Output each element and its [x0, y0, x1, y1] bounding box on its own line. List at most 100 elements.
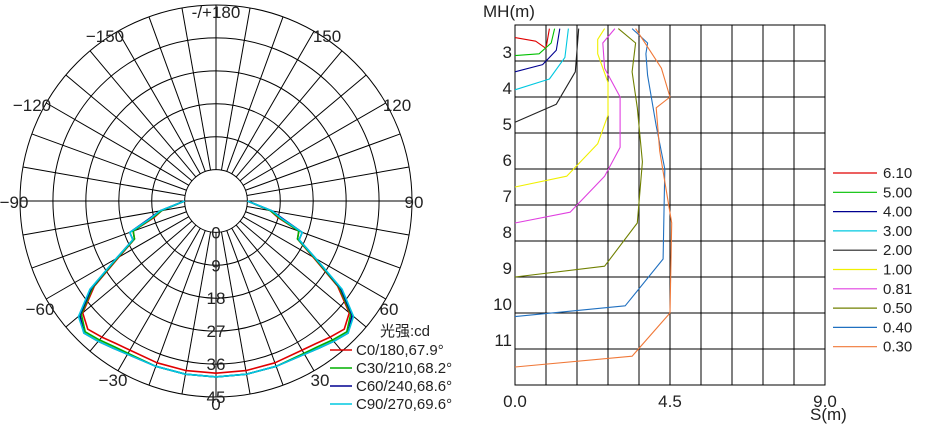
y-tick-label: 4 — [503, 79, 512, 98]
polar-legend-title: 光强:cd — [380, 323, 430, 340]
polar-angle-label: −120 — [13, 96, 51, 115]
polar-spoke — [220, 231, 251, 395]
isolux-curve — [514, 28, 569, 91]
polar-series-curve — [77, 200, 355, 378]
polar-spoke — [181, 7, 212, 171]
polar-spoke — [31, 211, 187, 269]
isolux-legend: 6.10 5.00 4.00 3.00 2.00 1.00 0.81 0.50 0.40 0.30 — [833, 165, 912, 356]
isolux-curve — [514, 28, 550, 49]
polar-spoke — [65, 74, 193, 182]
isolux-legend-label: 1.00 — [883, 262, 912, 279]
isolux-curve — [514, 28, 580, 123]
isolux-curve — [514, 28, 666, 318]
polar-angle-label: 0 — [211, 395, 220, 414]
isolux-series-group — [514, 28, 673, 368]
polar-light-distribution-chart: -/+180 −150 150 −120 120 −90 90 −60 60 −30 30 0 0 9 1… — [0, 3, 452, 414]
polar-spoke — [226, 230, 284, 386]
isolux-legend-label: 0.81 — [883, 281, 912, 298]
polar-spoke — [89, 224, 197, 352]
polar-spoke — [22, 166, 186, 197]
polar-angle-label: −90 — [0, 193, 28, 212]
polar-radial-label: 27 — [207, 322, 226, 341]
polar-spoke — [22, 205, 186, 236]
polar-angle-label: 90 — [405, 193, 424, 212]
isolux-legend-label: 3.00 — [883, 223, 912, 240]
polar-angle-label: 60 — [380, 300, 399, 319]
polar-spoke — [46, 102, 190, 186]
polar-radial-label: 9 — [211, 256, 220, 275]
isolux-legend-label: 6.10 — [883, 165, 912, 182]
polar-spoke — [245, 211, 401, 269]
polar-spoke — [65, 220, 193, 328]
polar-spoke — [31, 133, 187, 191]
polar-grid — [19, 4, 413, 398]
polar-spoke — [231, 227, 315, 371]
y-tick-label: 7 — [503, 187, 512, 206]
isolux-curve — [514, 28, 556, 57]
polar-angle-label: −30 — [99, 371, 128, 390]
y-tick-label: 8 — [503, 223, 512, 242]
isolux-tick-labels: 3 4 5 6 7 8 9 10 11 0.0 4.5 9.0 — [493, 43, 837, 411]
polar-radial-labels: 0 9 18 27 36 45 — [207, 223, 226, 407]
polar-spoke — [148, 16, 206, 172]
isolux-curve — [514, 28, 643, 278]
y-tick-label: 5 — [503, 115, 512, 134]
isolux-legend-label: 4.00 — [883, 204, 912, 221]
polar-spoke — [242, 102, 386, 186]
polar-spoke — [245, 133, 401, 191]
isolux-grid — [514, 24, 826, 386]
polar-spoke — [235, 224, 343, 352]
isolux-curve — [514, 28, 609, 188]
polar-spoke — [226, 16, 284, 172]
isolux-legend-label: 0.30 — [883, 339, 912, 356]
polar-angle-label: 150 — [313, 27, 341, 46]
polar-spoke — [220, 7, 251, 171]
polar-spoke — [239, 74, 367, 182]
y-axis-label: MH(m) — [483, 2, 535, 21]
isolux-legend-label: 2.00 — [883, 242, 912, 259]
polar-legend: 光强:cd C0/180,67.9°C30/210,68.2°C60/240,6… — [330, 323, 452, 413]
isolux-legend-label: 0.40 — [883, 319, 912, 336]
polar-legend-label: C60/240,68.6° — [356, 378, 452, 395]
polar-spoke — [235, 50, 343, 178]
polar-legend-label: C30/210,68.2° — [356, 360, 452, 377]
isolux-legend-label: 5.00 — [883, 184, 912, 201]
polar-spoke — [181, 231, 212, 395]
polar-spoke — [148, 230, 206, 386]
polar-angle-label: −150 — [86, 27, 124, 46]
isolux-curve — [514, 28, 621, 224]
y-tick-label: 9 — [503, 259, 512, 278]
isolux-legend-label: 0.50 — [883, 300, 912, 317]
polar-spoke — [239, 220, 367, 328]
polar-series-group — [77, 200, 355, 378]
polar-spoke — [246, 205, 410, 236]
x-tick-label: 0.0 — [503, 392, 527, 411]
polar-radial-label: 18 — [207, 289, 226, 308]
polar-radial-label: 0 — [211, 223, 220, 242]
x-axis-label: S(m) — [810, 405, 847, 424]
polar-spoke — [117, 227, 201, 371]
polar-spoke — [117, 31, 201, 175]
polar-angle-labels: -/+180−150 150−120 120−90 90−60 60−30 300 — [0, 3, 423, 414]
isolux-curve — [514, 28, 561, 73]
polar-spoke — [246, 166, 410, 197]
polar-radial-label: 45 — [207, 388, 226, 407]
y-tick-label: 10 — [493, 295, 512, 314]
polar-angle-label: 120 — [383, 96, 411, 115]
polar-radial-label: 36 — [207, 355, 226, 374]
y-tick-label: 3 — [503, 43, 512, 62]
y-tick-label: 6 — [503, 151, 512, 170]
polar-legend-label: C90/270,69.6° — [356, 396, 452, 413]
x-tick-label: 9.0 — [813, 392, 837, 411]
polar-angle-label: -/+180 — [192, 3, 241, 22]
isolux-curve — [514, 28, 673, 368]
polar-angle-label: 30 — [311, 371, 330, 390]
polar-spoke — [89, 50, 197, 178]
isolux-chart: 3 4 5 6 7 8 9 10 11 0.0 4.5 9.0 MH(m) S(m) 6.10 5.00… — [483, 2, 912, 424]
polar-angle-label: −60 — [26, 300, 55, 319]
polar-legend-label: C0/180,67.9° — [356, 342, 444, 359]
x-tick-label: 4.5 — [658, 392, 682, 411]
polar-spoke — [231, 31, 315, 175]
y-tick-label: 11 — [494, 331, 512, 350]
